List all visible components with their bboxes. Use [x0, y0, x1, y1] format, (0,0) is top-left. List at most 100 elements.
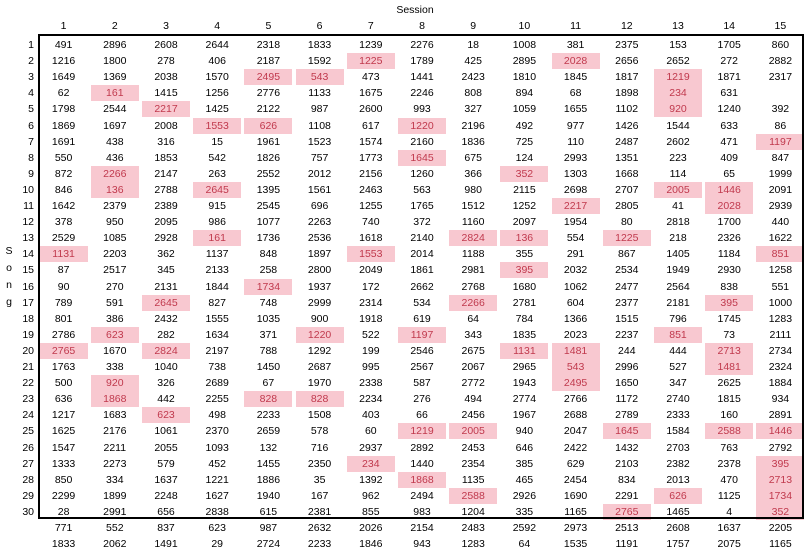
table-cell[interactable]: 2926: [512, 489, 537, 502]
table-cell[interactable]: 2326: [717, 232, 741, 245]
table-cell[interactable]: 2382: [666, 457, 690, 470]
highlighted-cell[interactable]: 1734: [244, 278, 293, 295]
highlighted-cell[interactable]: 1131: [39, 246, 88, 263]
highlighted-cell[interactable]: 2824: [142, 342, 190, 359]
table-cell[interactable]: 2536: [307, 232, 332, 245]
table-cell[interactable]: 1836: [461, 135, 485, 148]
table-cell[interactable]: 2389: [154, 200, 178, 212]
table-cell[interactable]: 2981: [461, 264, 485, 277]
highlighted-cell[interactable]: 920: [654, 101, 702, 118]
highlighted-cell[interactable]: 1197: [398, 326, 446, 343]
table-cell[interactable]: 2529: [51, 232, 76, 245]
table-cell[interactable]: 473: [362, 71, 380, 84]
highlighted-cell[interactable]: 2005: [654, 181, 702, 198]
table-cell[interactable]: 1918: [359, 312, 383, 325]
table-cell[interactable]: 579: [157, 457, 175, 470]
highlighted-cell[interactable]: 2266: [90, 165, 139, 182]
table-cell[interactable]: 2896: [103, 39, 127, 51]
table-cell[interactable]: 2154: [410, 522, 434, 534]
table-cell[interactable]: 1395: [256, 183, 281, 196]
table-cell[interactable]: 2111: [769, 328, 792, 341]
table-cell[interactable]: 28: [57, 505, 70, 518]
table-cell[interactable]: 2768: [461, 280, 485, 293]
table-cell[interactable]: 124: [515, 151, 534, 164]
table-cell[interactable]: 2176: [103, 425, 127, 438]
table-cell[interactable]: 716: [310, 441, 329, 454]
table-cell[interactable]: 2734: [768, 344, 793, 357]
table-cell[interactable]: 2422: [563, 441, 588, 454]
table-cell[interactable]: 534: [413, 296, 431, 309]
highlighted-cell[interactable]: 1197: [756, 133, 805, 150]
highlighted-cell[interactable]: 2495: [551, 375, 600, 392]
table-cell[interactable]: 2038: [154, 71, 178, 84]
table-cell[interactable]: 41: [672, 200, 684, 212]
table-cell[interactable]: 272: [720, 55, 738, 68]
table-cell[interactable]: 551: [771, 280, 790, 293]
highlighted-cell[interactable]: 1220: [398, 117, 446, 134]
highlighted-cell[interactable]: 2495: [244, 69, 293, 86]
table-cell[interactable]: 1861: [410, 264, 434, 277]
highlighted-cell[interactable]: 2645: [193, 181, 242, 198]
table-cell[interactable]: 587: [413, 377, 431, 390]
highlighted-cell[interactable]: 2765: [39, 342, 88, 359]
table-cell[interactable]: 801: [54, 312, 73, 325]
table-cell[interactable]: 1137: [205, 248, 229, 261]
table-cell[interactable]: 2318: [256, 39, 281, 51]
table-cell[interactable]: 2354: [461, 457, 485, 470]
table-cell[interactable]: 1258: [768, 264, 793, 277]
table-cell[interactable]: 2263: [307, 216, 332, 229]
table-cell[interactable]: 808: [464, 87, 482, 100]
table-cell[interactable]: 629: [566, 457, 585, 470]
highlighted-cell[interactable]: 1645: [602, 423, 651, 440]
table-cell[interactable]: 1655: [563, 103, 588, 116]
highlighted-cell[interactable]: 1553: [193, 117, 242, 134]
table-cell[interactable]: 784: [515, 312, 534, 325]
table-cell[interactable]: 2652: [666, 55, 690, 68]
table-cell[interactable]: 2772: [461, 377, 485, 390]
table-cell[interactable]: 1668: [615, 167, 639, 180]
table-cell[interactable]: 2133: [205, 264, 229, 277]
table-cell[interactable]: 615: [259, 505, 278, 518]
table-cell[interactable]: 2147: [154, 167, 178, 180]
table-cell[interactable]: 943: [413, 538, 431, 551]
table-cell[interactable]: 1798: [51, 103, 76, 116]
table-cell[interactable]: 2377: [615, 296, 639, 309]
table-cell[interactable]: 355: [515, 248, 534, 261]
table-cell[interactable]: 2055: [154, 441, 178, 454]
table-cell[interactable]: 1561: [307, 183, 332, 196]
table-cell[interactable]: 425: [464, 55, 482, 68]
table-cell[interactable]: 2032: [563, 264, 588, 277]
table-cell[interactable]: 1570: [205, 71, 229, 84]
table-cell[interactable]: 2513: [615, 522, 639, 534]
table-cell[interactable]: 1059: [512, 103, 537, 116]
table-cell[interactable]: 199: [362, 344, 380, 357]
table-cell[interactable]: 2592: [512, 522, 537, 534]
table-cell[interactable]: 987: [259, 522, 278, 534]
table-cell[interactable]: 67: [262, 377, 275, 390]
table-cell[interactable]: 1691: [51, 135, 76, 148]
table-cell[interactable]: 1108: [308, 119, 331, 132]
table-cell[interactable]: 1815: [717, 393, 741, 406]
table-cell[interactable]: 725: [515, 135, 534, 148]
table-cell[interactable]: 1450: [256, 361, 281, 373]
table-cell[interactable]: 1592: [307, 55, 332, 68]
table-cell[interactable]: 114: [669, 167, 687, 180]
highlighted-cell[interactable]: 2028: [705, 198, 754, 214]
highlighted-cell[interactable]: 2217: [551, 198, 600, 214]
table-cell[interactable]: 1040: [154, 361, 178, 373]
table-cell[interactable]: 2788: [154, 183, 178, 196]
table-cell[interactable]: 2991: [103, 505, 127, 518]
highlighted-cell[interactable]: 851: [654, 326, 702, 343]
table-cell[interactable]: 977: [566, 119, 585, 132]
table-cell[interactable]: 2534: [615, 264, 639, 277]
table-cell[interactable]: 1789: [410, 55, 434, 68]
table-cell[interactable]: 2999: [307, 296, 332, 309]
highlighted-cell[interactable]: 1734: [756, 487, 805, 504]
table-cell[interactable]: 2181: [666, 296, 690, 309]
table-cell[interactable]: 1584: [666, 425, 690, 438]
table-cell[interactable]: 2659: [256, 425, 281, 438]
table-cell[interactable]: 1970: [307, 377, 332, 390]
table-cell[interactable]: 2317: [768, 71, 793, 84]
table-cell[interactable]: 2378: [717, 457, 741, 470]
table-cell[interactable]: 2381: [307, 505, 332, 518]
